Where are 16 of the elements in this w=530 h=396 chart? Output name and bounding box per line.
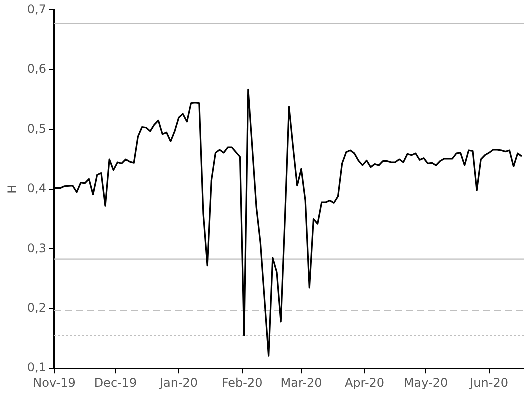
y-tick-label: 0,5 [27, 122, 46, 136]
x-tick-label: Dec-19 [94, 376, 138, 390]
y-tick-label: 0,4 [27, 182, 46, 196]
x-tick-label: Mar-20 [280, 376, 322, 390]
x-tick-label: Feb-20 [222, 376, 263, 390]
y-tick-label: 0,2 [27, 300, 46, 315]
y-tick-label: 0,3 [27, 241, 46, 256]
y-axis-title: H [5, 184, 20, 194]
x-tick-label: May-20 [404, 376, 448, 390]
x-tick-label: Apr-20 [344, 376, 385, 390]
x-tick-label: Nov-19 [33, 376, 76, 390]
x-tick-label: Jun-20 [469, 376, 508, 390]
y-tick-label: 0,7 [27, 2, 46, 16]
y-tick-label: 0,1 [27, 360, 46, 375]
y-tick-label: 0,6 [27, 62, 46, 76]
x-tick-label: Jan-20 [158, 376, 198, 390]
